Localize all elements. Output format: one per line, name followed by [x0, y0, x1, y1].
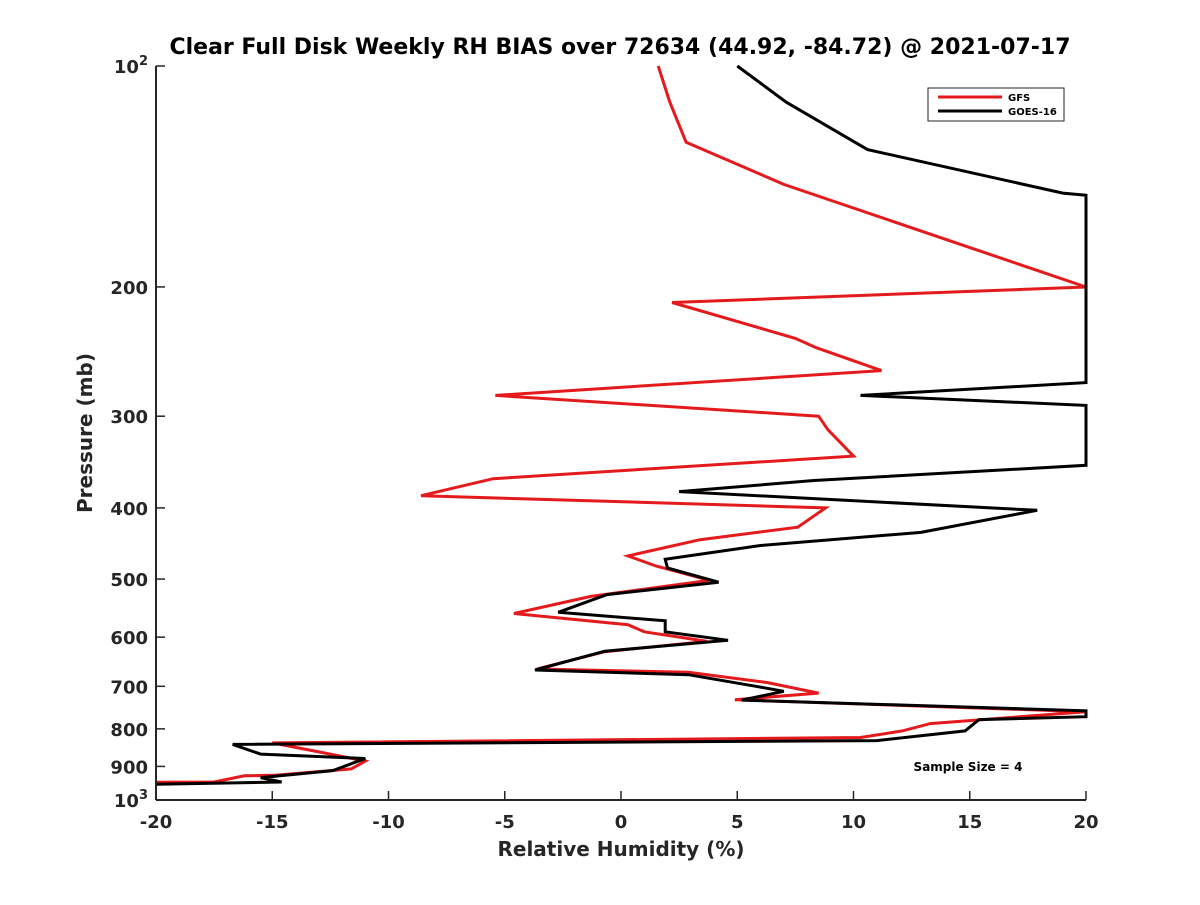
legend-box	[927, 87, 1065, 122]
y-tick-label: 300	[110, 407, 148, 428]
x-tick-label: 10	[841, 812, 866, 833]
legend-label-gfs: GFS	[1008, 93, 1030, 104]
y-ticks: 102 200 300 400 500 600 700 800 900 103	[110, 54, 165, 812]
plot-background	[156, 66, 1086, 800]
x-axis-label: Relative Humidity (%)	[497, 837, 744, 861]
legend-entries: GFS GOES-16	[938, 93, 1057, 118]
x-tick-label: -15	[256, 812, 289, 833]
y-tick-label: 102	[114, 54, 148, 78]
x-tick-label: -20	[140, 812, 173, 833]
legend-label-goes-16: GOES-16	[1008, 107, 1057, 118]
y-tick-label: 600	[110, 628, 148, 649]
x-tick-label: 0	[615, 812, 628, 833]
x-tick-label: 15	[957, 812, 982, 833]
legend: GFS GOES-16	[927, 87, 1065, 122]
x-tick-label: 5	[731, 812, 744, 833]
y-tick-label: 103	[114, 788, 148, 812]
series-layer	[155, 64, 1088, 786]
chart-title: Clear Full Disk Weekly RH BIAS over 7263…	[169, 35, 1070, 60]
y-tick-label: 800	[110, 720, 148, 741]
y-tick-label: 500	[110, 570, 148, 591]
y-tick-label: 400	[110, 499, 148, 520]
y-tick-label: 700	[110, 677, 148, 698]
series-line-goes-16	[155, 64, 1088, 786]
y-tick-label: 900	[110, 757, 148, 778]
sample-size-annotation: Sample Size = 4	[914, 760, 1023, 774]
x-ticks: -20 -15 -10 -5 0 5 10 15 20	[140, 791, 1099, 833]
series-line-gfs	[155, 65, 1087, 784]
plot-area: -20 -15 -10 -5 0 5 10 15 20 102 200 300 400 500 600 70…	[110, 54, 1098, 833]
x-tick-label: -10	[372, 812, 405, 833]
x-tick-label: 20	[1073, 812, 1098, 833]
x-tick-label: -5	[495, 812, 515, 833]
y-axis-label: Pressure (mb)	[73, 353, 97, 513]
y-tick-label: 200	[110, 278, 148, 299]
